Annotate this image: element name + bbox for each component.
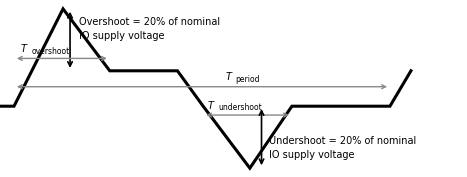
Text: T: T [225, 72, 231, 82]
Text: overshoot: overshoot [31, 47, 70, 56]
Text: undershoot: undershoot [218, 103, 262, 112]
Text: T: T [208, 101, 214, 111]
Text: period: period [235, 75, 260, 84]
Text: Undershoot = 20% of nominal
IO supply voltage: Undershoot = 20% of nominal IO supply vo… [269, 136, 416, 160]
Text: Overshoot = 20% of nominal
IO supply voltage: Overshoot = 20% of nominal IO supply vol… [79, 17, 220, 41]
Text: T: T [21, 44, 27, 54]
